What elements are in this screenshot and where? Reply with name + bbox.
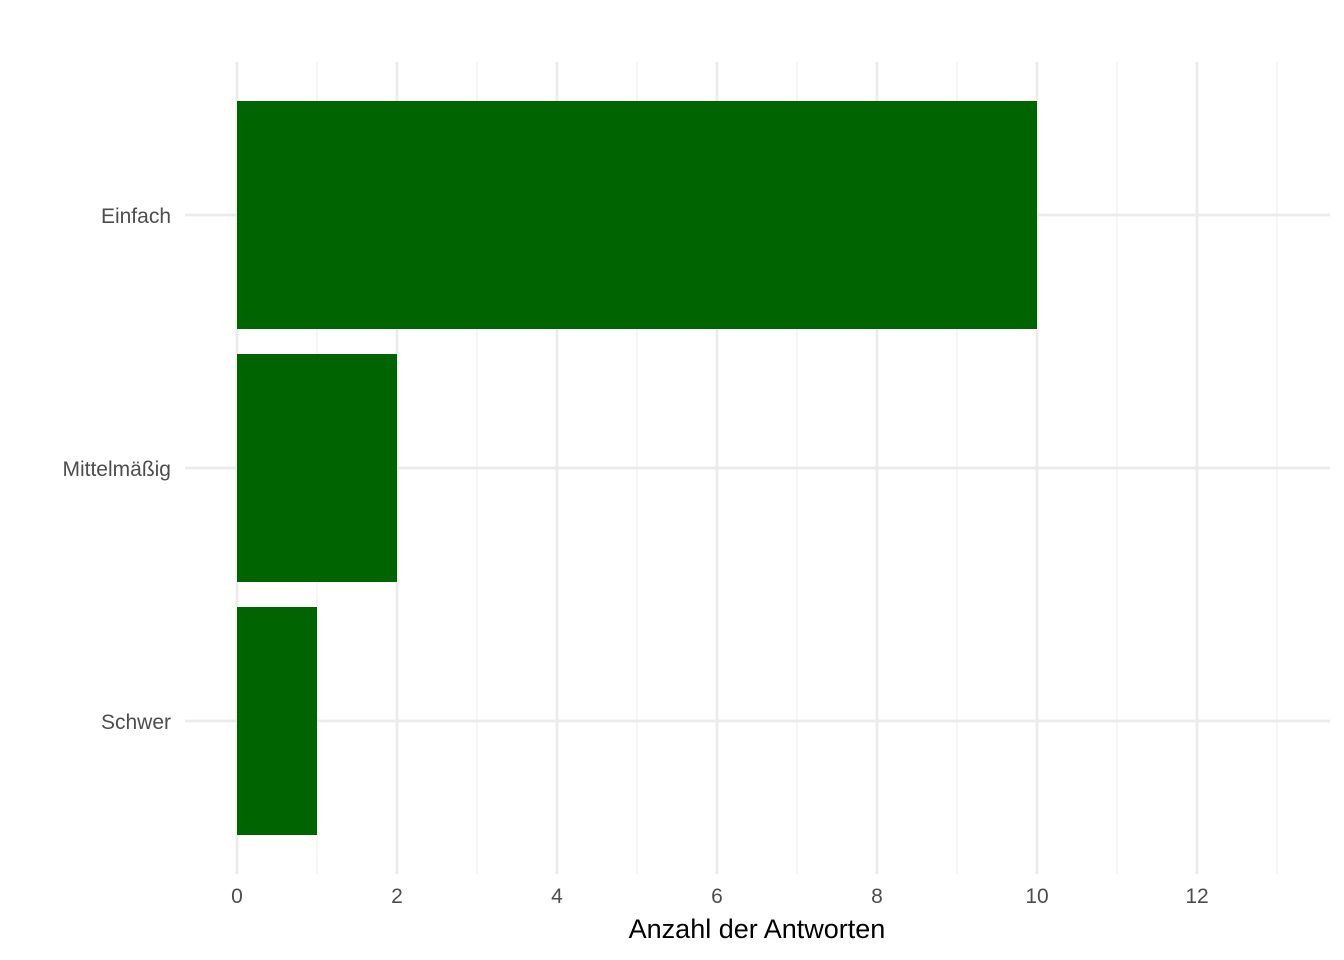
x-tick-label: 8 — [871, 885, 883, 908]
x-tick-label: 10 — [1025, 885, 1048, 908]
x-tick-label: 12 — [1185, 885, 1208, 908]
x-axis-title: Anzahl der Antworten — [629, 914, 886, 944]
x-tick-label: 2 — [391, 885, 403, 908]
bars — [237, 101, 1037, 835]
y-tick-label: Mittelmäßig — [62, 458, 171, 481]
x-tick-label: 0 — [231, 885, 243, 908]
x-tick-label: 6 — [711, 885, 723, 908]
bar-schwer — [237, 607, 317, 835]
y-tick-label: Schwer — [101, 711, 171, 734]
bar-mittelmäßig — [237, 354, 397, 582]
bar-einfach — [237, 101, 1037, 329]
x-axis-tick-labels: 0 2 4 6 8 10 12 — [231, 885, 1209, 908]
x-tick-label: 4 — [551, 885, 563, 908]
y-axis-tick-labels: Einfach Mittelmäßig Schwer — [62, 205, 171, 734]
y-tick-label: Einfach — [101, 205, 171, 228]
